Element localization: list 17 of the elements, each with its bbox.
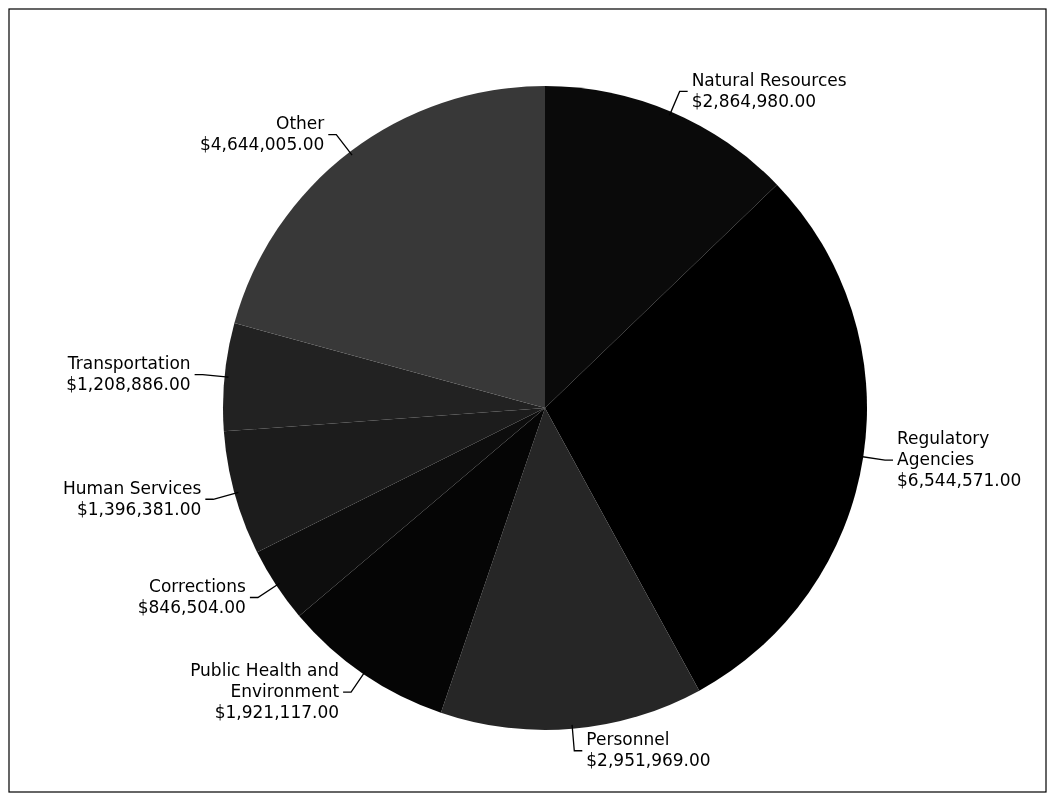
slice-label: Corrections — [149, 576, 247, 596]
data-label: $4,644,005.00 — [199, 134, 325, 155]
data-label: $1,921,117.00 — [214, 702, 340, 723]
slice-label: Regulatory Agencies — [897, 428, 990, 470]
slice-label: Public Health and Environment — [190, 660, 340, 702]
slice-label: Human Services — [62, 477, 202, 498]
slice-label: Other — [276, 113, 325, 134]
slice-label: Natural Resources — [691, 69, 847, 90]
pie-slice — [440, 408, 700, 730]
data-label: $1,208,886.00 — [66, 374, 191, 395]
data-label: $846,504.00 — [137, 597, 246, 617]
data-label: $2,864,980.00 — [691, 90, 817, 111]
data-label: $6,544,571.00 — [897, 470, 1022, 491]
slice-label: Personnel — [586, 729, 670, 750]
data-label: $2,951,969.00 — [586, 750, 711, 771]
slice-label: Transportation — [66, 353, 191, 374]
data-label: $1,396,381.00 — [76, 498, 202, 519]
